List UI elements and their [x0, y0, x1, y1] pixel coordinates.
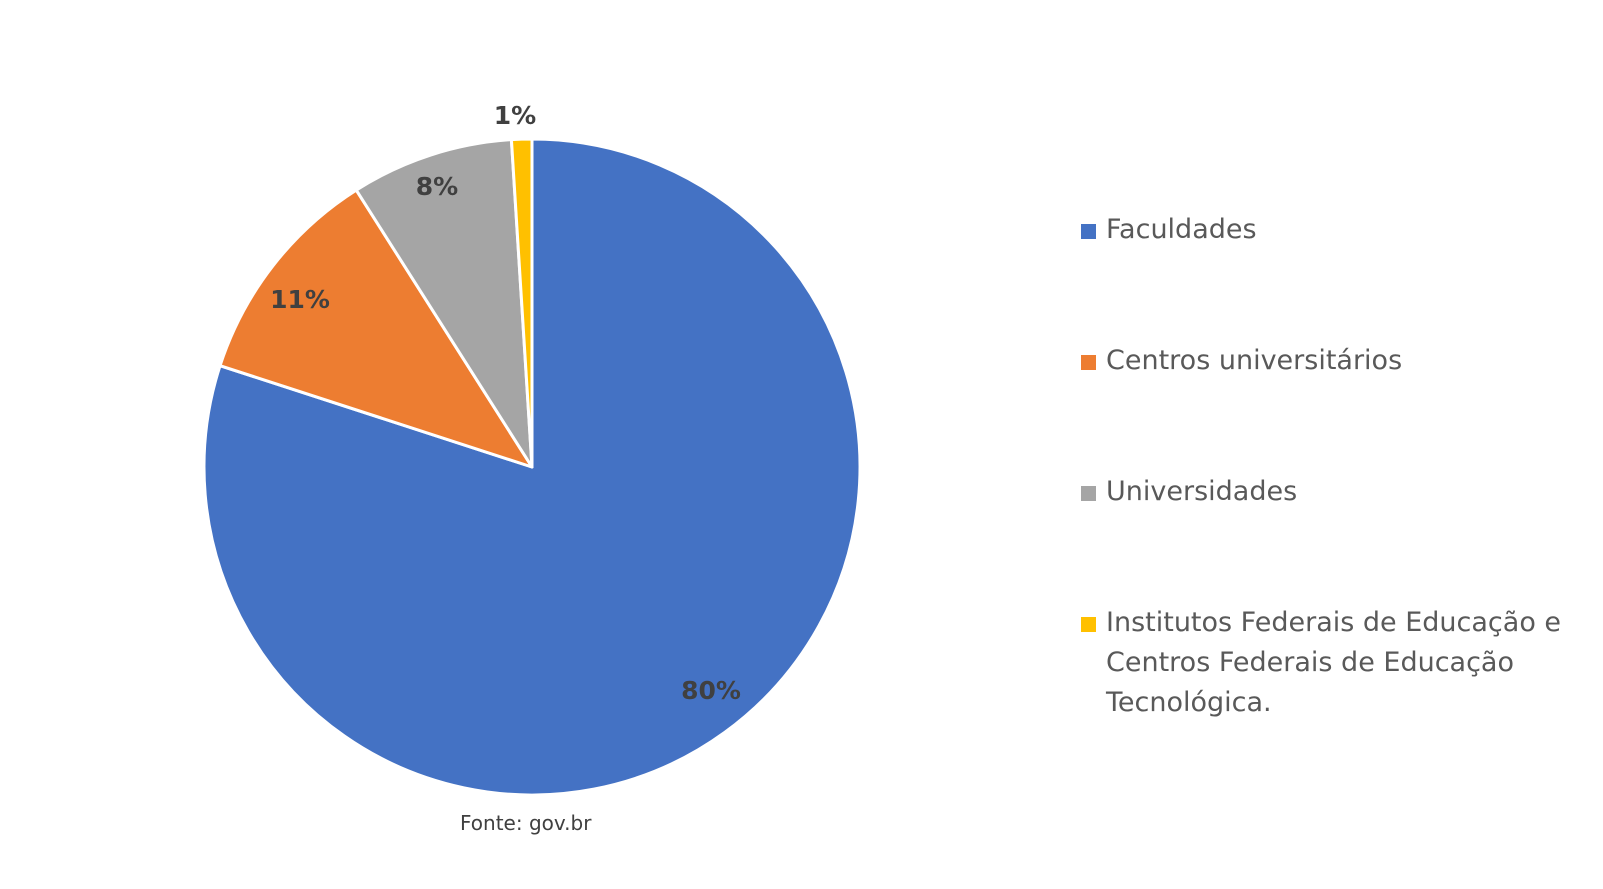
- legend-label-faculdades: Faculdades: [1106, 214, 1257, 245]
- legend-item-universidades: Universidades: [1081, 472, 1601, 512]
- legend-swatch-faculdades: [1081, 224, 1096, 239]
- slice-label-universidades: 8%: [416, 172, 458, 201]
- legend-swatch-centros-universitarios: [1081, 355, 1096, 370]
- legend-swatch-institutos-federais: [1081, 617, 1096, 632]
- slice-label-faculdades: 80%: [681, 676, 741, 705]
- legend-item-institutos-federais: Institutos Federais de Educação e Centro…: [1081, 603, 1601, 723]
- pie-slice-faculdades: [202, 137, 862, 797]
- legend-item-centros-universitarios: Centros universitários: [1081, 341, 1601, 381]
- chart-legend: Faculdades Centros universitários Univer…: [1081, 210, 1601, 814]
- source-note: Fonte: gov.br: [460, 811, 592, 835]
- slice-label-institutos-federais: 1%: [494, 101, 536, 130]
- legend-label-institutos-federais: Institutos Federais de Educação e Centro…: [1106, 607, 1562, 718]
- pie-slice-centros-universitarios: [218, 188, 534, 469]
- pie-slice-universidades: [354, 138, 534, 469]
- legend-label-centros-universitarios: Centros universitários: [1106, 345, 1403, 376]
- slice-label-centros-universitarios: 11%: [270, 285, 330, 314]
- legend-item-faculdades: Faculdades: [1081, 210, 1601, 250]
- legend-label-universidades: Universidades: [1106, 476, 1298, 507]
- pie-slice-institutos-federais: [509, 137, 534, 469]
- legend-swatch-universidades: [1081, 486, 1096, 501]
